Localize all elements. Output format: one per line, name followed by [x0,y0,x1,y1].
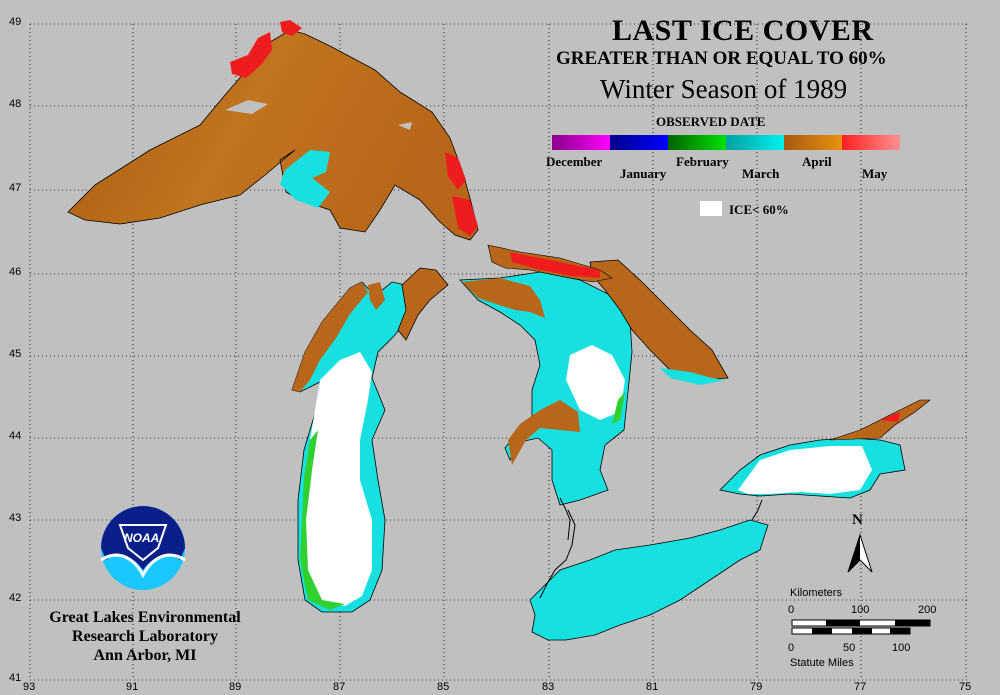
org-line-2: Research Laboratory [72,628,218,645]
lon-label-81: 81 [646,681,659,693]
legend-label-december: December [546,154,603,169]
legend-swatch-january [610,135,668,150]
org-line-3: Ann Arbor, MI [93,647,197,664]
noaa-logo [100,506,186,590]
lat-label-42: 42 [9,592,22,604]
lat-label-47: 47 [9,182,22,194]
legend-swatch-april [784,135,842,150]
lat-label-48: 48 [9,98,22,110]
mi-tick-50: 50 [843,642,856,654]
lat-label-44: 44 [9,430,22,442]
map-title: LAST ICE COVER [612,14,874,47]
lon-label-83: 83 [542,681,555,693]
organization-name: Great Lakes Environmental Research Labor… [30,608,260,665]
legend-label-january: January [620,166,667,181]
no-ice-label: ICE< 60% [729,202,789,217]
lat-label-45: 45 [9,348,22,360]
km-tick-100: 100 [851,604,870,616]
mi-label: Statute Miles [790,657,854,669]
km-tick-200: 200 [918,604,937,616]
season-label: Winter Season of 1989 [600,74,848,104]
legend-heading: OBSERVED DATE [656,114,766,129]
lon-label-85: 85 [437,681,450,693]
lake-ontario [719,399,931,499]
legend-label-april: April [802,154,832,169]
scale-bar-icon [791,619,931,635]
lake-huron [459,259,729,506]
lon-label-93: 93 [23,681,36,693]
km-tick-0: 0 [788,604,795,616]
legend-label-march: March [742,166,780,181]
legend-swatch-february [668,135,726,150]
km-label: Kilometers [790,587,842,599]
legend-swatch-december [552,135,610,150]
legend-label-may: May [862,166,888,181]
mi-tick-100: 100 [892,642,911,654]
detroit-river [559,497,571,541]
lake-superior [67,20,479,241]
lat-label-46: 46 [9,266,22,278]
lake-erie [529,509,769,641]
niagara-river [751,499,763,521]
mi-tick-0: 0 [788,642,795,654]
legend-swatch-march [726,135,784,150]
lat-label-41: 41 [9,672,22,684]
legend-swatch-may [842,135,900,150]
north-label: N [852,512,863,528]
graticule [29,23,970,681]
lon-label-77: 77 [854,681,867,693]
legend-label-february: February [676,154,729,169]
north-channel [487,244,613,283]
lon-label-79: 79 [750,681,763,693]
map-subtitle: GREATER THAN OR EQUAL TO 60% [556,48,887,69]
lat-label-49: 49 [9,16,22,28]
org-line-1: Great Lakes Environmental [49,609,241,626]
lon-label-89: 89 [229,681,242,693]
lon-label-91: 91 [126,681,139,693]
lon-label-87: 87 [333,681,346,693]
lat-label-43: 43 [9,512,22,524]
noaa-logo-text: NOAA [124,531,160,545]
lake-michigan [291,267,449,613]
north-arrow-icon [847,533,873,573]
lon-label-75: 75 [959,681,972,693]
no-ice-swatch [700,201,722,216]
